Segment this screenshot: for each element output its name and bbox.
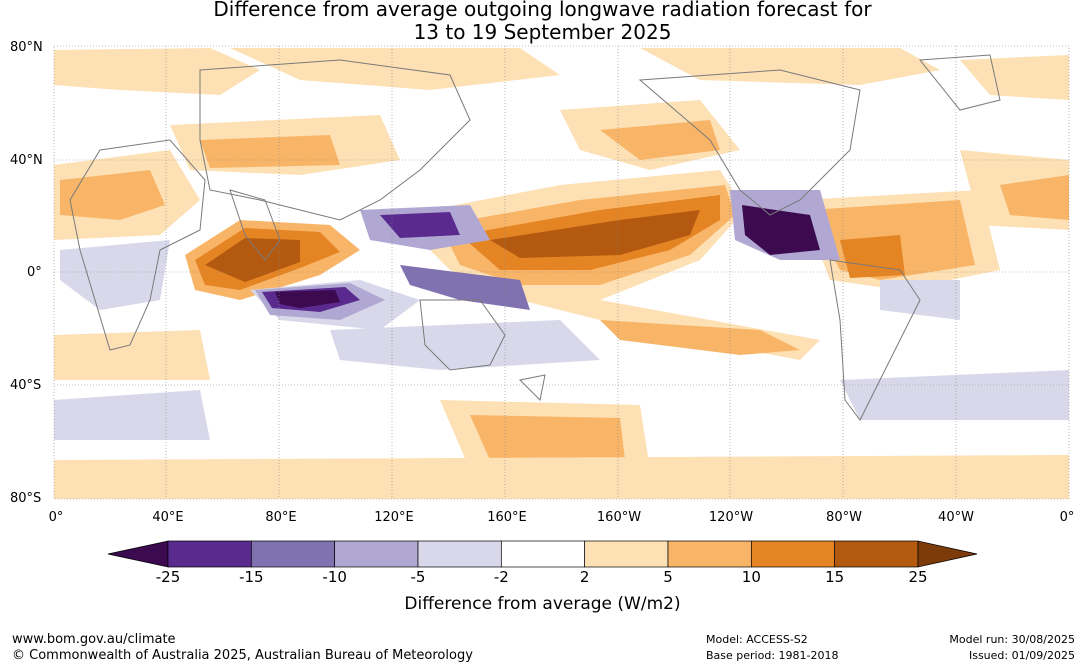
map-field: [54, 46, 1069, 499]
lat-label-80n: 80°N: [10, 40, 43, 55]
colorbar-segment: [667, 540, 752, 568]
lon-label-120w: 120°W: [708, 510, 754, 525]
colorbar-tick-label: -10: [322, 568, 347, 586]
model-run: Model run: 30/08/2025: [949, 633, 1075, 646]
colorbar-tick-label: -5: [410, 568, 426, 586]
colorbar-extend-high: [917, 540, 978, 568]
colorbar-tick-label: -25: [155, 568, 181, 586]
colorbar-segment: [584, 540, 669, 568]
lat-label-40n: 40°N: [10, 153, 43, 168]
coastlines: [69, 54, 1001, 421]
colorbar-tick-label: 15: [825, 568, 845, 586]
colorbar-tick-label: 25: [908, 568, 928, 586]
colorbar-tick-label: 10: [741, 568, 761, 586]
lon-label-80e: 80°E: [265, 510, 297, 525]
model-name: Model: ACCESS-S2: [706, 633, 808, 646]
lon-label-0: 0°: [48, 510, 64, 525]
graticule: [54, 46, 1069, 499]
base-period: Base period: 1981-2018: [706, 649, 839, 662]
lon-label-160w: 160°W: [596, 510, 642, 525]
chart-title-line2: 13 to 19 September 2025: [413, 20, 672, 44]
colorbar-segment: [167, 540, 252, 568]
colorbar-tick-label: 5: [663, 568, 673, 586]
colorbar-segment: [250, 540, 336, 568]
lon-label-80w: 80°W: [826, 510, 862, 525]
colorbar-tick-label: -15: [239, 568, 264, 586]
issued-date: Issued: 01/09/2025: [968, 649, 1075, 662]
lon-label-40e: 40°E: [152, 510, 184, 525]
lon-label-40w: 40°W: [938, 510, 974, 525]
lat-label-0: 0°: [27, 265, 42, 280]
colorbar-segment: [334, 540, 419, 568]
colorbar-extend-low: [107, 540, 169, 568]
colorbar-segment: [500, 540, 586, 568]
lon-label-160e: 160°E: [487, 510, 527, 525]
lat-label-80s: 80°S: [10, 491, 42, 506]
chart-title-line1: Difference from average outgoing longwav…: [213, 0, 872, 21]
lon-label-0-right: 0°: [1059, 510, 1075, 525]
colorbar-segment: [417, 540, 502, 568]
colorbar-tick-label: 2: [579, 568, 590, 586]
colorbar-label: Difference from average (W/m2): [404, 594, 681, 614]
copyright-text: © Commonwealth of Australia 2025, Austra…: [12, 648, 473, 663]
lat-label-40s: 40°S: [10, 378, 42, 393]
lon-label-120e: 120°E: [374, 510, 414, 525]
website-link[interactable]: www.bom.gov.au/climate: [12, 632, 176, 647]
colorbar-segment: [834, 540, 919, 568]
colorbar: [107, 540, 978, 568]
colorbar-tick-label: -2: [493, 568, 509, 586]
colorbar-segment: [750, 540, 836, 568]
